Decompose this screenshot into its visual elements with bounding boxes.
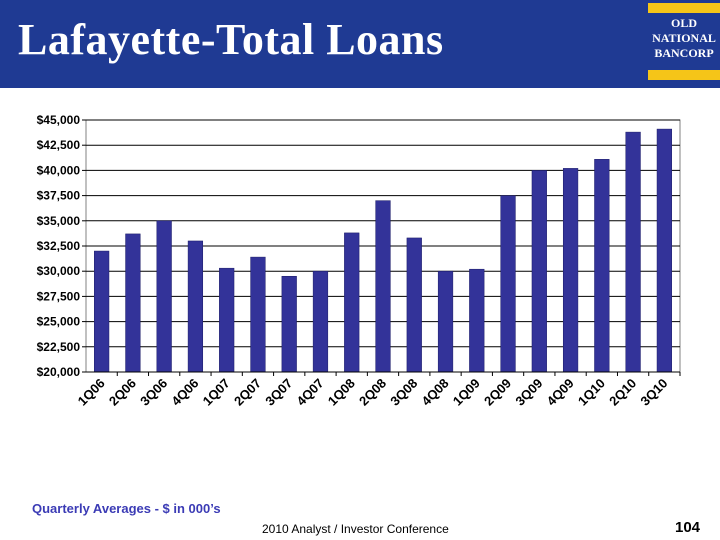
- y-tick-label: $42,500: [37, 138, 81, 152]
- y-tick-label: $35,000: [37, 214, 81, 228]
- bar: [281, 275, 297, 373]
- y-tick-label: $32,500: [37, 239, 81, 253]
- bar: [437, 270, 454, 373]
- logo-line-2: NATIONAL: [652, 31, 716, 45]
- bar: [469, 268, 485, 373]
- bar: [562, 168, 579, 373]
- x-tick-label: 2Q09: [481, 376, 514, 409]
- logo-top-bar: [648, 3, 720, 13]
- bar: [375, 200, 391, 373]
- x-tick-label: 3Q09: [512, 376, 545, 409]
- y-tick-label: $27,500: [37, 289, 81, 303]
- page-title: Lafayette-Total Loans: [18, 15, 444, 64]
- y-tick-label: $22,500: [37, 340, 81, 354]
- x-tick-label: 4Q09: [544, 376, 577, 409]
- x-tick-label: 4Q07: [293, 376, 326, 409]
- x-tick-label: 3Q07: [262, 376, 295, 409]
- bar: [250, 256, 266, 373]
- x-tick-label: 3Q06: [137, 376, 170, 409]
- bar: [406, 237, 422, 373]
- y-tick-label: $20,000: [37, 365, 81, 379]
- x-tick-label: 4Q08: [419, 376, 452, 409]
- y-tick-label: $30,000: [37, 264, 81, 278]
- y-tick-label: $25,000: [37, 315, 81, 329]
- bar: [656, 128, 672, 373]
- y-tick-label: $40,000: [37, 163, 81, 177]
- x-tick-label: 3Q10: [637, 376, 670, 409]
- bar: [187, 240, 204, 373]
- bar: [531, 170, 547, 373]
- x-tick-label: 2Q07: [231, 376, 264, 409]
- x-tick-label: 1Q09: [450, 376, 483, 409]
- bar: [125, 233, 141, 373]
- logo-line-3: BANCORP: [654, 46, 714, 60]
- logo-line-1: OLD: [670, 16, 697, 30]
- x-tick-label: 1Q10: [575, 376, 608, 409]
- bar: [594, 159, 610, 373]
- x-tick-label: 3Q08: [387, 376, 420, 409]
- title-banner: Lafayette-Total Loans: [0, 0, 720, 88]
- x-tick-label: 1Q07: [200, 376, 233, 409]
- old-national-bancorp-logo: OLD NATIONAL BANCORP: [640, 0, 720, 88]
- bar: [344, 232, 360, 373]
- logo-bottom-bar: [648, 70, 720, 80]
- bar: [500, 195, 516, 373]
- bar: [312, 270, 329, 373]
- bar: [625, 131, 641, 373]
- x-tick-label: 1Q08: [325, 376, 358, 409]
- chart-footnote: Quarterly Averages - $ in 000’s: [32, 501, 221, 516]
- bar: [94, 250, 110, 373]
- logo-text: OLD NATIONAL BANCORP: [648, 16, 720, 61]
- x-tick-label: 2Q10: [606, 376, 639, 409]
- bar: [156, 220, 172, 373]
- x-tick-label: 1Q06: [75, 376, 108, 409]
- x-tick-label: 2Q08: [356, 376, 389, 409]
- page-number: 104: [675, 519, 701, 536]
- y-tick-label: $37,500: [37, 189, 81, 203]
- bar: [219, 267, 235, 373]
- y-tick-label: $45,000: [37, 113, 81, 127]
- conference-name: 2010 Analyst / Investor Conference: [262, 522, 449, 536]
- x-tick-label: 2Q06: [106, 376, 139, 409]
- loans-bar-chart: $20,000 $22,500 $25,000 $27,500 $30,000 $32,5…: [37, 113, 681, 409]
- x-tick-label: 4Q06: [168, 376, 201, 409]
